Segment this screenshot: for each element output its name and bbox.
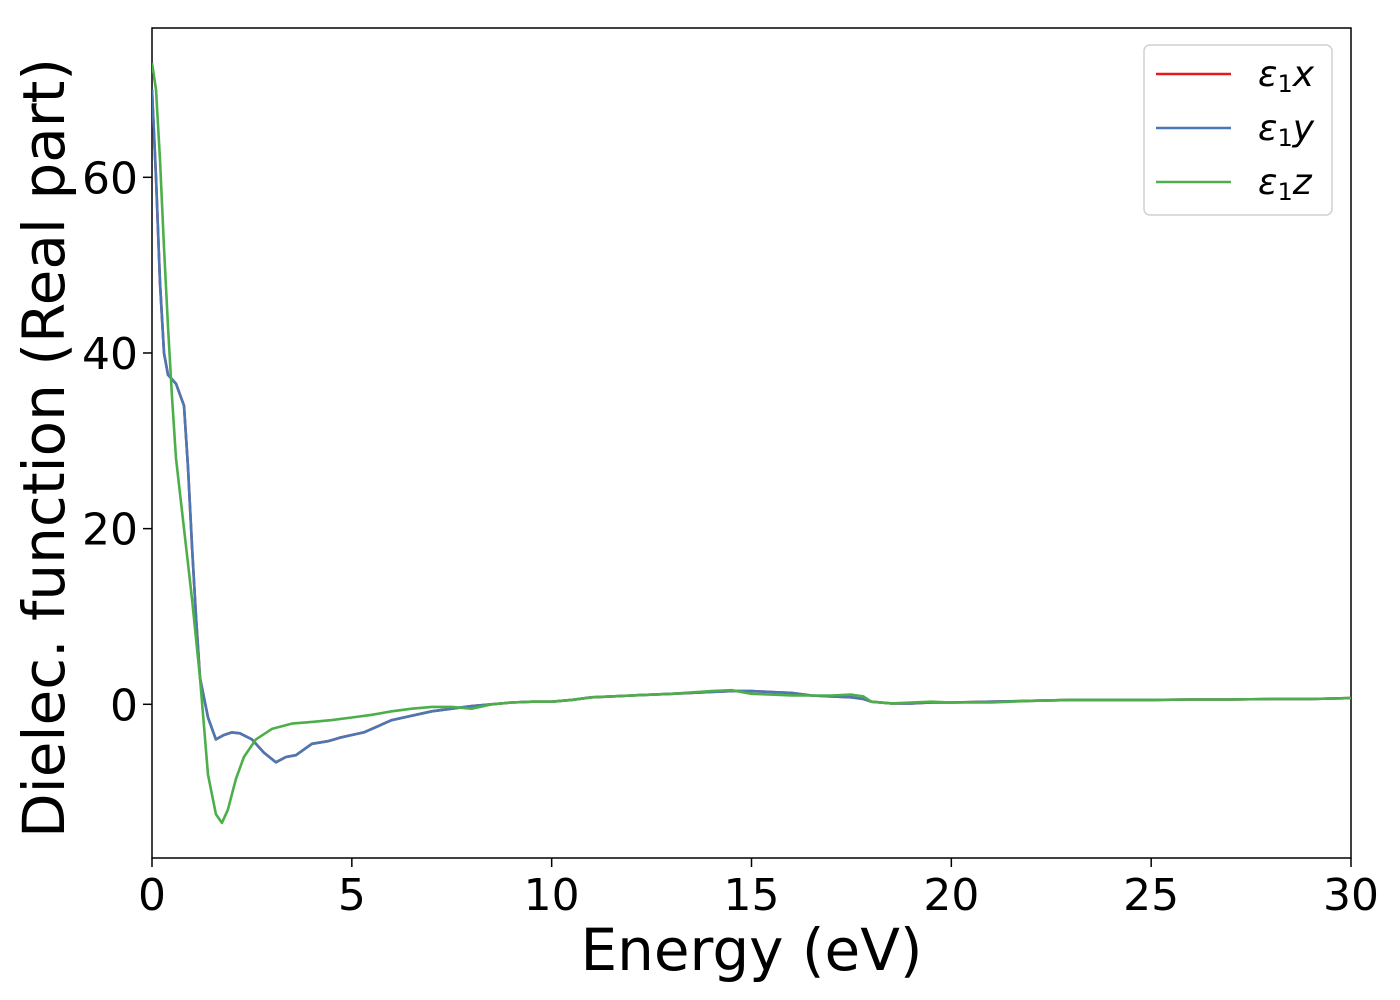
legend-box [1143, 44, 1333, 216]
x-tick-label: 15 [724, 870, 780, 921]
series-layer [152, 62, 1351, 825]
x-tick-label: 0 [138, 870, 166, 921]
x-axis: 0 5 10 15 20 25 30 [138, 858, 1379, 921]
y-axis: 0 20 40 60 [82, 153, 152, 731]
x-tick-label: 20 [923, 870, 979, 921]
legend-entry: ε1z [1258, 162, 1313, 206]
y-axis-label: Dielec. function (Real part) [10, 58, 78, 838]
x-tick-label: 30 [1323, 870, 1379, 921]
legend-entry: ε1x [1258, 54, 1315, 98]
y-tick-label: 60 [82, 153, 138, 204]
y-tick-label: 40 [82, 329, 138, 380]
legend-entry: ε1y [1258, 108, 1315, 152]
series-line-2 [152, 62, 1351, 825]
x-tick-label: 25 [1123, 870, 1179, 921]
x-tick-label: 10 [524, 870, 580, 921]
y-tick-label: 0 [110, 680, 138, 731]
legend: ε1x ε1y ε1z [1143, 44, 1333, 216]
x-axis-label: Energy (eV) [580, 916, 922, 984]
x-tick-label: 5 [338, 870, 366, 921]
y-tick-label: 20 [82, 505, 138, 556]
